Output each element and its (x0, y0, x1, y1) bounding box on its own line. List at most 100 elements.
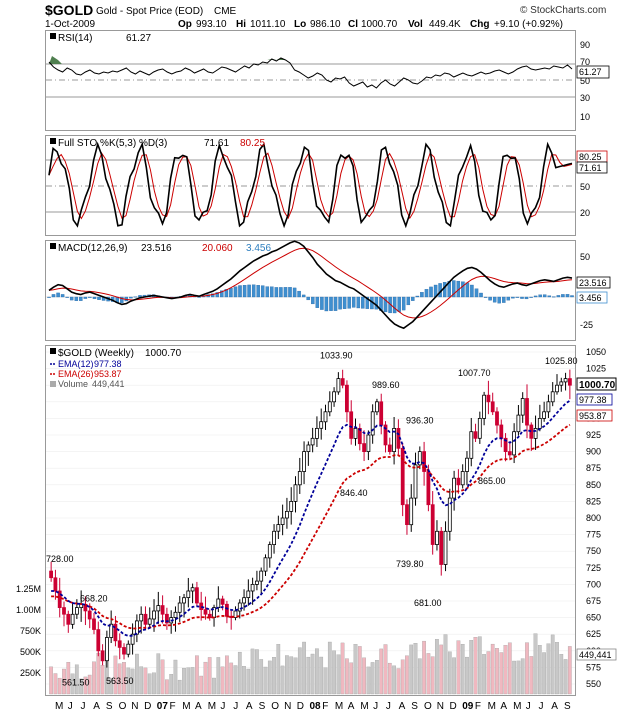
x-axis-month-label: S (411, 701, 418, 712)
rsi-overbought-fill (49, 56, 286, 64)
macd-hist-bar (420, 292, 424, 298)
macd-hist-bar (383, 296, 388, 313)
volume-bar (195, 655, 199, 695)
volume-bar (507, 642, 512, 695)
price-annotation: 668.20 (80, 594, 108, 604)
candle-body (465, 457, 469, 472)
symbol: $GOLD (45, 2, 93, 18)
macd-hist-bar (224, 289, 229, 298)
macd-hist-bar (51, 294, 56, 298)
volume-bar (345, 658, 349, 695)
candle-body (117, 640, 122, 648)
volume-bar (122, 662, 126, 695)
price-close-value: 1000.70 (145, 348, 182, 359)
volume-bar (452, 657, 456, 695)
volume-bar (302, 641, 306, 695)
panel-frames (45, 30, 576, 696)
macd-hist-bar (65, 296, 69, 298)
candle-body (323, 411, 328, 423)
candle-body (113, 623, 118, 642)
macd-hist-bar (338, 296, 342, 310)
candle-body (53, 577, 58, 592)
price-tick-label: 575 (586, 662, 601, 672)
price-annotation: 1025.80 (545, 356, 578, 366)
price-panel: 1050102510009759509259008758508258007757… (16, 347, 617, 712)
candle-body (57, 590, 62, 609)
volume-bar (439, 644, 444, 695)
volume-bar (152, 672, 156, 695)
x-axis-month-label: D (144, 701, 151, 712)
x-axis-months: M J J A S O N D 07 F M A M J J A S O N D 08 F M A M J J A S O N D 09 F M A M… (55, 701, 571, 712)
candle-body (503, 437, 508, 452)
candle-body (139, 613, 144, 622)
macd-hist-bar (283, 287, 288, 298)
macd-hist-bar (397, 296, 401, 312)
price-annotation: 936.30 (406, 416, 434, 426)
macd-hist-bar (552, 296, 556, 298)
vol-tick-1-25m: 1.25M (16, 584, 41, 594)
price-legend-swatch (50, 348, 56, 354)
candle-body (422, 451, 427, 472)
candle-body (289, 500, 294, 512)
candle-body (460, 471, 465, 486)
candle-body (100, 650, 105, 662)
volume-bar (79, 678, 83, 695)
volume-bar (126, 667, 131, 695)
macd-hist-value: 3.456 (246, 243, 271, 254)
open-label: Op (178, 19, 192, 30)
ema26-box (576, 409, 613, 422)
price-tick-label: 625 (586, 629, 601, 639)
volume-bar (100, 665, 105, 695)
price-tick-label: 550 (586, 679, 601, 689)
candle-body (563, 378, 568, 383)
price-tick-label: 675 (586, 596, 601, 606)
price-title: $GOLD (Weekly) (58, 348, 134, 359)
volume-bar (353, 644, 358, 695)
high-label: Hi (236, 19, 246, 30)
volume-bar (139, 666, 144, 695)
candle-body (276, 524, 281, 532)
candle-body (246, 590, 251, 598)
macd-hist-bar (324, 296, 329, 312)
volume-bar (267, 660, 272, 695)
volume-bar (173, 659, 178, 695)
macd-hist-bar (288, 287, 292, 298)
candle-body (177, 602, 182, 613)
x-axis-month-label: F (322, 701, 328, 712)
x-axis-month-label: A (246, 701, 253, 712)
price-tick-label: 800 (586, 513, 601, 523)
x-axis-month-label: M (360, 701, 368, 712)
candle-body (87, 610, 92, 620)
volume-bar (340, 642, 345, 695)
volume-bar (160, 659, 165, 695)
macd-hist-bar (74, 296, 79, 301)
x-axis-month-label: A (500, 701, 507, 712)
x-axis-month-label: J (373, 701, 378, 712)
macd-hist-bar (242, 285, 247, 298)
x-axis-month-label: A (93, 701, 100, 712)
macd-hist-bar (411, 296, 415, 301)
candle-body (190, 587, 195, 592)
x-axis-month-label: N (284, 701, 291, 712)
candle-body (340, 378, 345, 386)
volume-bar (199, 675, 204, 695)
candle-body (306, 444, 311, 452)
candle-body (525, 398, 529, 426)
sto-panel: Full STO %K(5,3) %D(3) 71.61 80.25 80 50… (46, 138, 608, 229)
candle-body (447, 497, 452, 532)
x-axis-month-label: M (488, 701, 496, 712)
low-value: 986.10 (310, 19, 341, 30)
candle-body (75, 607, 79, 615)
vol-tick-750k: 750K (20, 626, 41, 636)
candle-body (507, 451, 512, 456)
volume-bar (447, 651, 452, 695)
price-tick-label: 850 (586, 480, 601, 490)
macd-hist-bar (506, 296, 511, 301)
vol-tick-500k: 500K (20, 647, 41, 657)
candle-body (490, 401, 495, 413)
volume-bar (430, 656, 435, 695)
volume-bar (477, 636, 482, 695)
x-axis-month-label: M (335, 701, 343, 712)
macd-value: 23.516 (141, 243, 172, 254)
